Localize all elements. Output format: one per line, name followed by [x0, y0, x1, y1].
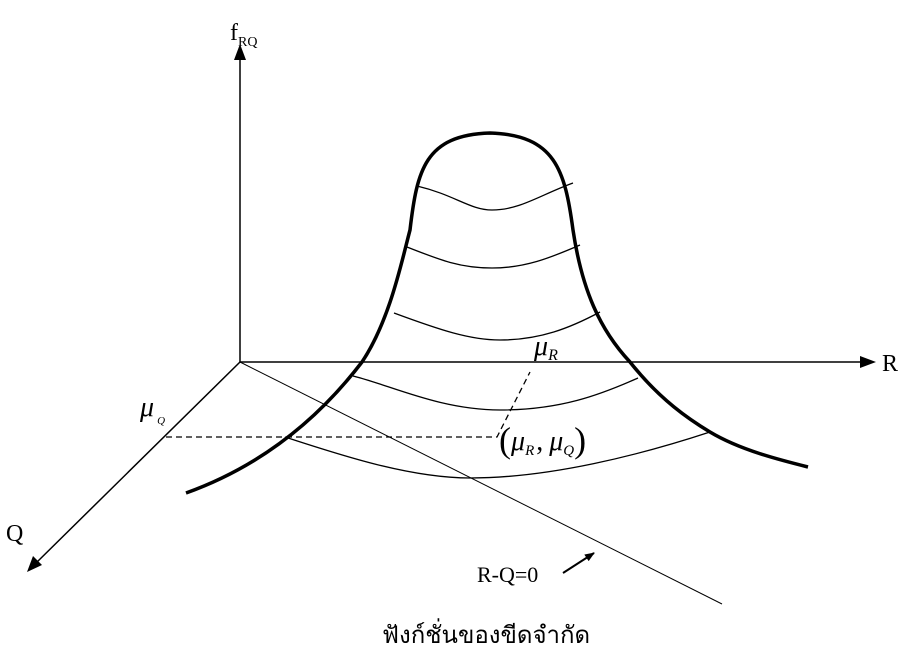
mean-point-label: (μR, μQ) — [499, 420, 586, 460]
limit-state-line — [239, 361, 723, 605]
mean-point-mu-r-sub: R — [524, 443, 534, 459]
mu-r-symbol: μ — [533, 331, 548, 362]
r-axis-arrowhead — [860, 356, 876, 368]
mean-point-open-paren: ( — [499, 420, 511, 460]
contour-line — [406, 244, 581, 269]
mean-point-mu-q: μ — [548, 426, 563, 457]
mu-q-symbol: μ — [139, 392, 154, 423]
limit-line-label: R-Q=0 — [477, 562, 538, 587]
contour-line — [393, 311, 601, 341]
mu-q-sub: Q — [157, 415, 165, 427]
q-axis — [33, 361, 241, 566]
limit-label-pointer — [562, 552, 595, 574]
mean-point-mu-r: μ — [510, 426, 525, 457]
density-outline — [185, 131, 809, 495]
contour-line — [416, 182, 574, 211]
mu-r-label: μR — [533, 331, 558, 364]
mean-point-comma: , — [536, 426, 543, 457]
mean-guide-dashed — [166, 371, 531, 438]
limit-function-caption: ฟังก์ชั่นของขีดจำกัด — [382, 618, 590, 649]
r-axis-label: R — [882, 351, 898, 377]
q-axis-arrowhead — [27, 556, 42, 572]
mean-point-mu-q-sub: Q — [563, 443, 574, 459]
contour-line — [284, 431, 711, 479]
q-axis-label: Q — [6, 521, 23, 547]
contour-line — [352, 375, 639, 411]
f-axis-label-main: f — [230, 20, 238, 46]
mean-point-close-paren: ) — [574, 420, 586, 460]
mu-r-sub: R — [547, 347, 558, 364]
f-axis-label-sub: RQ — [238, 35, 257, 50]
f-axis-arrowhead — [234, 44, 246, 60]
f-axis-label: fRQ — [230, 20, 257, 50]
